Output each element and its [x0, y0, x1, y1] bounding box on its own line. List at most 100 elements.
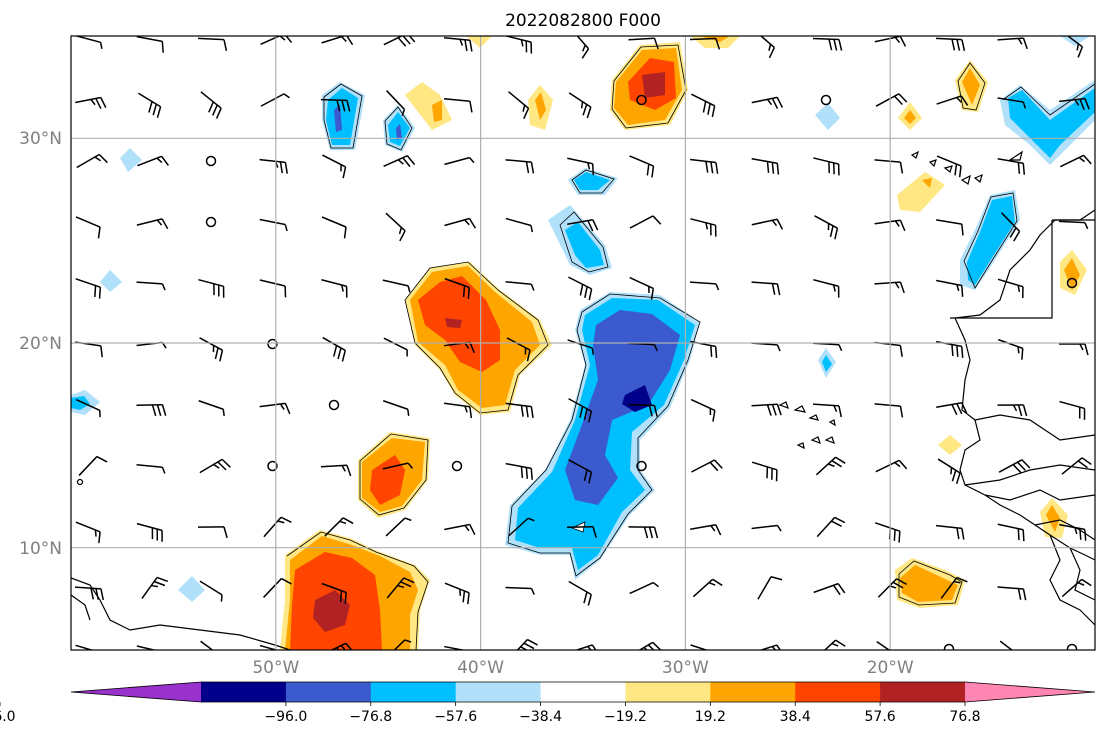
wind-barb	[568, 398, 593, 423]
calm-wind-circle	[267, 460, 278, 472]
wind-barb	[444, 156, 475, 166]
wind-barb	[383, 155, 416, 168]
wind-barb	[75, 521, 101, 544]
wind-barb	[75, 644, 95, 650]
wind-barb	[568, 459, 593, 484]
wind-barb	[505, 217, 534, 233]
lat-label-10n: 10°N	[19, 539, 62, 559]
wind-barb	[197, 526, 228, 539]
wind-barb	[875, 93, 908, 107]
colorbar-tick-label: 38.4	[780, 709, 811, 725]
lat-label-20n: 20°N	[19, 334, 62, 354]
wind-barb	[628, 37, 659, 50]
wind-barb	[690, 644, 709, 650]
wind-barb	[814, 215, 839, 240]
wind-barb	[136, 645, 158, 650]
wind-barb	[505, 586, 535, 595]
wind-barb	[322, 154, 347, 179]
wind-barb	[382, 462, 414, 470]
wind-barb	[689, 281, 720, 291]
canary-islands	[910, 150, 1023, 185]
wind-barb	[751, 218, 784, 230]
wind-barb	[823, 639, 846, 650]
wind-barb	[936, 219, 964, 236]
wind-barb	[200, 91, 222, 119]
wind-barb	[259, 279, 287, 298]
colorbar-bin	[880, 682, 966, 702]
wind-barb	[628, 403, 658, 417]
wind-barb	[937, 458, 961, 485]
wind-barb	[320, 464, 352, 477]
africa-coast	[954, 209, 1095, 561]
calm-wind-circle	[636, 94, 647, 106]
wind-barb	[935, 524, 965, 540]
wind-barb	[875, 459, 908, 473]
wind-barb	[263, 516, 292, 538]
wind-barb	[385, 517, 412, 537]
wind-barb	[444, 523, 476, 536]
wind-barb	[505, 36, 533, 54]
wind-barb	[75, 96, 107, 110]
wind-barb	[1059, 154, 1092, 168]
calm-wind-circle	[205, 155, 217, 167]
wind-barb	[566, 526, 597, 538]
colorbar-extend-high	[965, 682, 1095, 702]
calm-wind-circle	[636, 460, 647, 472]
wind-barb	[259, 644, 279, 650]
wind-barb	[815, 456, 846, 476]
colorbar-tick-label: 76.8	[949, 709, 980, 725]
wind-barb	[321, 216, 347, 239]
wind-barb	[629, 581, 660, 595]
wind-barb	[690, 340, 718, 358]
wind-barb	[1061, 457, 1092, 475]
colorbar-bin	[201, 682, 287, 702]
lon-label-40w: 40°W	[457, 658, 504, 678]
wind-barb	[136, 404, 167, 417]
wind-barb	[76, 153, 108, 169]
wind-barb	[998, 459, 1031, 474]
wind-barb	[200, 640, 214, 650]
wind-barb	[199, 580, 223, 602]
wind-barb	[75, 278, 102, 299]
wind-barb	[690, 398, 716, 422]
wind-barb	[751, 158, 780, 175]
wind-barb	[321, 279, 348, 298]
wind-barb	[199, 458, 231, 474]
wind-barb	[813, 279, 840, 298]
colorbar-tick-label: 19.2	[695, 709, 726, 725]
wind-barb	[812, 403, 842, 418]
wind-barb	[936, 340, 964, 358]
wind-barb	[197, 37, 228, 51]
wind-barbs	[74, 36, 1092, 650]
wind-barb	[508, 91, 530, 120]
cape-verde-islands	[778, 401, 836, 450]
colorbar-tick-label: −76.8	[349, 709, 392, 725]
wind-barb	[198, 278, 225, 298]
wind-barb	[322, 336, 347, 362]
wind-barb	[997, 404, 1028, 417]
wind-barb	[505, 159, 535, 174]
wind-barb	[1059, 400, 1086, 420]
contour-lines	[286, 44, 1095, 650]
calm-wind-circle	[943, 643, 955, 650]
wind-barb	[936, 95, 969, 106]
wind-barb	[997, 157, 1026, 175]
latitude-labels: 30°N 20°N 10°N	[19, 129, 62, 559]
wind-barb	[936, 155, 962, 178]
wind-barb	[136, 464, 166, 474]
wind-barb	[516, 638, 538, 650]
wind-barb	[691, 459, 723, 473]
colorbar-bin	[285, 682, 372, 702]
wind-barb	[816, 516, 846, 538]
wind-barb	[690, 218, 717, 237]
wind-barb	[136, 522, 163, 542]
wind-barb	[443, 98, 473, 113]
wind-barb	[936, 402, 968, 416]
wind-barb	[199, 337, 224, 362]
wind-barb	[260, 93, 290, 107]
wind-barb	[136, 218, 169, 230]
wind-barb	[751, 281, 781, 296]
wind-barb	[874, 281, 905, 294]
wind-barb	[812, 37, 843, 51]
wind-barb	[383, 36, 416, 47]
